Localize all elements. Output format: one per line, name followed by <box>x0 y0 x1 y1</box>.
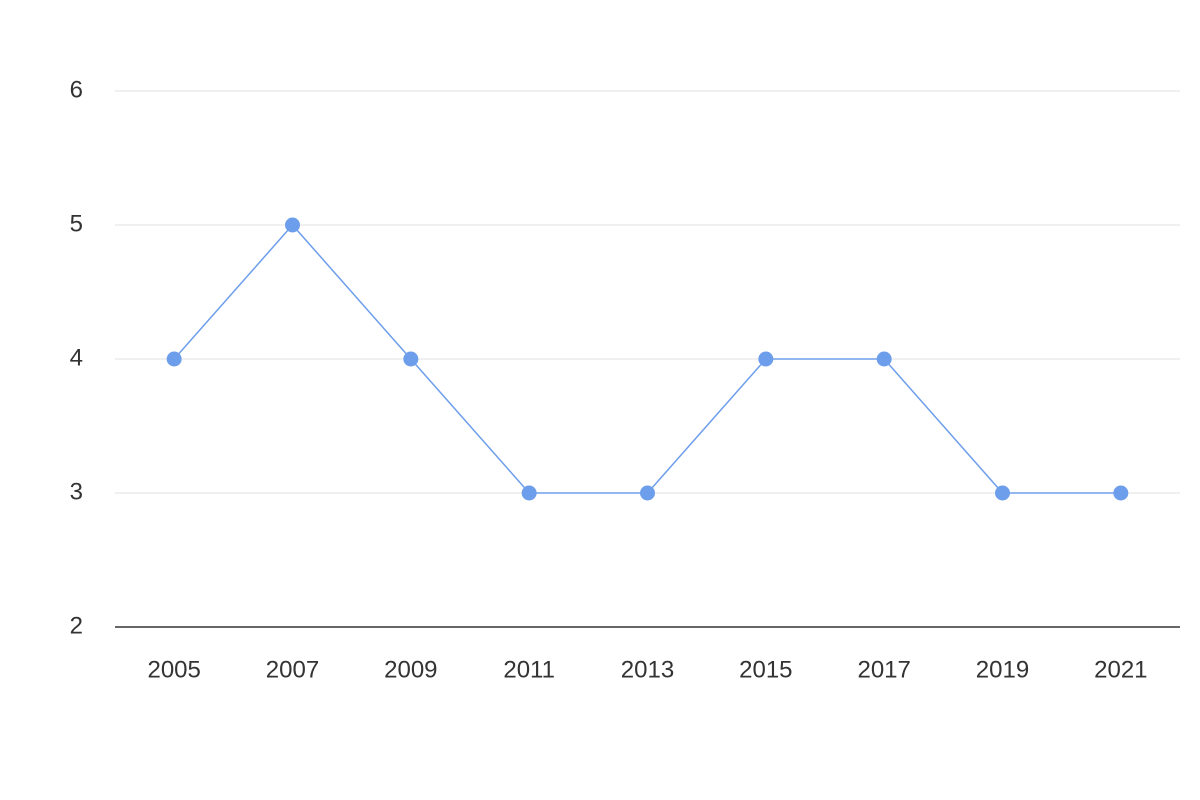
x-tick-label: 2005 <box>147 656 200 683</box>
data-point <box>995 485 1010 501</box>
data-point <box>403 351 419 367</box>
data-point <box>521 485 537 501</box>
y-tick-label: 2 <box>70 612 83 639</box>
y-tick-label: 3 <box>70 478 83 505</box>
x-tick-label: 2015 <box>739 656 792 683</box>
x-tick-label: 2009 <box>384 656 437 683</box>
data-point <box>1113 485 1129 501</box>
y-tick-label: 6 <box>70 76 83 103</box>
x-tick-label: 2021 <box>1094 656 1147 683</box>
y-tick-label: 4 <box>70 344 83 371</box>
x-tick-label: 2011 <box>503 656 555 683</box>
data-point <box>640 485 655 501</box>
x-tick-label: 2007 <box>266 656 319 683</box>
data-point <box>758 351 774 367</box>
y-tick-label: 5 <box>70 210 83 237</box>
data-point <box>166 351 182 367</box>
x-tick-label: 2013 <box>621 656 674 683</box>
data-point <box>876 351 892 367</box>
data-point <box>285 217 300 233</box>
x-tick-label: 2019 <box>976 656 1029 683</box>
x-tick-label: 2017 <box>857 656 910 683</box>
